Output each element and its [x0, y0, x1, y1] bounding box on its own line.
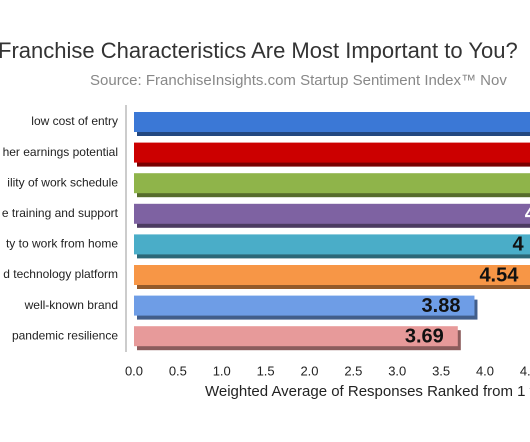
x-tick-label: 2.5 — [344, 363, 362, 378]
y-tick-label: ility of work schedule — [7, 175, 118, 189]
value-label: 4.54 — [479, 264, 519, 286]
chart-subtitle: Source: FranchiseInsights.com Startup Se… — [90, 72, 507, 89]
bar — [134, 203, 530, 224]
bar — [134, 142, 530, 163]
x-tick-label: 4.0 — [476, 363, 494, 378]
bar — [134, 112, 530, 132]
value-label: 3.88 — [422, 295, 461, 317]
x-tick-label: 1.0 — [213, 363, 231, 378]
x-tick-label: 1.5 — [257, 363, 275, 378]
x-tick-label: 3.5 — [432, 363, 450, 378]
bar — [134, 234, 530, 255]
y-tick-label: ty to work from home — [6, 237, 118, 251]
value-label: 4 — [513, 234, 525, 256]
bar — [134, 326, 458, 347]
chart-title: Franchise Characteristics Are Most Impor… — [0, 38, 518, 63]
bar — [134, 295, 475, 316]
x-tick-label: 4.5 — [520, 363, 530, 378]
y-tick-label: her earnings potential — [3, 145, 118, 159]
y-tick-label: e training and support — [2, 206, 119, 220]
x-axis-label: Weighted Average of Responses Ranked fro… — [205, 383, 530, 400]
value-label: 4.9 — [525, 203, 530, 225]
value-label: 3.69 — [405, 325, 444, 347]
y-tick-label: pandemic resilience — [12, 328, 118, 342]
y-tick-label: well-known brand — [24, 298, 118, 312]
x-tick-label: 0.5 — [169, 363, 187, 378]
x-tick-label: 3.0 — [388, 363, 406, 378]
bar — [134, 265, 530, 285]
y-tick-label: d technology platform — [3, 267, 118, 281]
bar — [134, 173, 530, 194]
x-tick-label: 0.0 — [125, 363, 143, 378]
y-tick-label: low cost of entry — [31, 114, 118, 128]
x-tick-label: 2.0 — [300, 363, 318, 378]
